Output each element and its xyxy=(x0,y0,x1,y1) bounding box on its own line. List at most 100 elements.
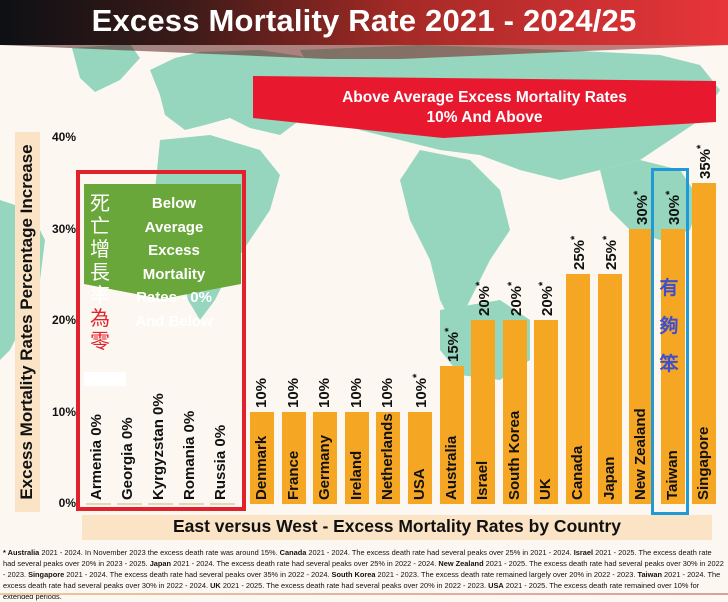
asterisk-footnote-marker: * xyxy=(505,281,518,286)
bar-category-label: France xyxy=(284,450,302,500)
bar-category-label: Germany xyxy=(316,434,334,500)
bar-value-label: 20%* xyxy=(474,281,494,316)
zero-bar-baseline xyxy=(179,503,204,505)
below-banner-line: Excess xyxy=(148,242,200,259)
taiwan-highlight-box xyxy=(651,168,689,515)
bar-value-label: 10%* xyxy=(411,373,430,408)
asterisk-footnote-marker: * xyxy=(442,327,455,332)
above-banner-shape xyxy=(253,76,716,138)
x-axis-title: East versus West - Excess Mortality Rate… xyxy=(172,516,622,536)
cjk-char: 笨 xyxy=(659,354,679,375)
bar-category-label: South Korea xyxy=(505,410,523,500)
footnote-country: New Zealand xyxy=(438,559,484,568)
asterisk-footnote-marker: * xyxy=(537,281,550,286)
zero-group-box xyxy=(76,170,246,511)
footnote-text: 2021 - 2024. The excess death rate had s… xyxy=(171,559,439,568)
bar-category-label: Australia xyxy=(442,435,460,500)
bar-value-label: 10% xyxy=(316,377,334,408)
bar-value-label: 10% xyxy=(379,377,397,408)
footnote-country: USA xyxy=(488,581,504,590)
bar-value-label: 15%* xyxy=(442,327,462,362)
bar-australia xyxy=(439,365,464,504)
cjk-char: 增 xyxy=(90,239,110,261)
bar-category-label: New Zealand xyxy=(632,408,650,500)
bar-denmark xyxy=(250,411,274,504)
bar-category-label: Denmark xyxy=(253,435,270,500)
zero-bar-baseline xyxy=(148,503,173,505)
cjk-char: 亡 xyxy=(90,216,110,238)
bar-value-label: 25%* xyxy=(569,235,588,271)
footnote-text: 2021 - 2024. The excess death rate had s… xyxy=(3,570,721,590)
bar-value-label: 20%* xyxy=(505,281,525,316)
bar-new-zealand xyxy=(629,228,654,504)
asterisk-footnote-marker: * xyxy=(695,144,708,149)
above-banner-line-2: 10% And Above xyxy=(426,109,543,126)
footnote-country: * Australia xyxy=(3,548,40,557)
bar-category-label: Israel xyxy=(474,460,492,500)
below-banner-shape xyxy=(84,184,241,299)
below-banner-line: And Below xyxy=(135,312,213,330)
bar-category-label: USA xyxy=(411,468,428,500)
footnote-text: 2021 - 2025. The excess death rate had s… xyxy=(3,559,724,579)
y-tick-label: 10% xyxy=(51,404,76,419)
footnote-text: 2021 - 2024. In November 2023 the excess… xyxy=(39,548,280,557)
greenland-shape xyxy=(72,44,140,92)
bar-value-label: 35%* xyxy=(695,144,715,179)
bar-taiwan xyxy=(660,228,685,504)
bar-category-label: Netherlands xyxy=(379,413,397,500)
footnote-country: Israel xyxy=(573,548,594,557)
cjk-char: 為 xyxy=(90,308,110,330)
bar-south-korea xyxy=(502,320,527,504)
cjk-char: 死 xyxy=(90,193,110,215)
y-tick-label: 40% xyxy=(51,130,76,144)
footnote-text: 2021 - 2024. The excess death rate had s… xyxy=(64,570,332,579)
footnote-text: 2021 - 2025. The excess death rate had s… xyxy=(220,581,489,590)
bar-usa xyxy=(408,411,432,504)
below-banner-line: Below xyxy=(151,195,197,212)
taiwan-cjk-annotation: 有 夠 笨 xyxy=(655,270,683,384)
cjk-zero-growth-annotation: 死 亡 增 長 率 為 零 xyxy=(88,193,112,354)
bar-category-label: UK xyxy=(537,478,555,500)
cjk-char: 有 xyxy=(659,278,679,299)
cjk-char: 率 xyxy=(90,285,110,307)
bar-value-label: 10% xyxy=(253,377,270,408)
bar-category-label: Canada xyxy=(569,445,586,500)
below-average-banner-text: Below Average Excess Mortality Rates - 0… xyxy=(126,192,222,333)
above-banner-line-1: Above Average Excess Mortality Rates xyxy=(342,89,627,106)
bar-value-label: 10% xyxy=(284,377,302,408)
asterisk-footnote-marker: * xyxy=(600,235,613,241)
footnote-country: Taiwan xyxy=(637,570,662,579)
y-axis-title-background xyxy=(15,132,40,512)
y-tick-label: 0% xyxy=(58,496,76,510)
cjk-char: 長 xyxy=(90,262,110,284)
white-patch xyxy=(84,372,126,386)
above-average-banner-text: Above Average Excess Mortality Rates 10%… xyxy=(253,88,716,128)
zero-country-label: Kyrgyzstan 0% xyxy=(150,393,167,500)
bar-japan xyxy=(597,274,622,504)
bar-value-label: 25%* xyxy=(600,235,620,271)
bar-canada xyxy=(566,274,590,504)
y-tick-label: 20% xyxy=(51,313,76,327)
bar-value-label: 30%* xyxy=(632,190,652,225)
y-axis-title: Excess Mortality Rates Percentage Increa… xyxy=(17,144,36,500)
below-banner-line: Average xyxy=(144,218,204,236)
footnote-country: Japan xyxy=(149,559,172,568)
cjk-char: 零 xyxy=(90,331,110,353)
asia-south-shape xyxy=(400,150,510,330)
zero-bar-baseline xyxy=(117,503,142,505)
footnote-text: 2021 - 2024. The excess death rate had s… xyxy=(306,548,574,557)
chart-title: Excess Mortality Rate 2021 - 2024/25 xyxy=(91,3,637,38)
zero-country-label: Georgia 0% xyxy=(119,417,136,500)
footnote-country: South Korea xyxy=(331,570,376,579)
asterisk-footnote-marker: * xyxy=(632,190,645,195)
bar-ireland xyxy=(344,411,369,504)
bar-category-label: Ireland xyxy=(347,450,365,500)
below-banner-line: Rates - 0% xyxy=(136,289,212,306)
east-asia-shape xyxy=(600,160,700,240)
bar-category-label: Japan xyxy=(600,456,618,500)
zero-country-label: Armenia 0% xyxy=(88,414,105,500)
title-banner xyxy=(0,0,728,45)
bar-value-label: 20%* xyxy=(537,281,557,316)
asterisk-footnote-marker: * xyxy=(474,281,487,286)
zero-bar-baseline xyxy=(86,503,111,505)
